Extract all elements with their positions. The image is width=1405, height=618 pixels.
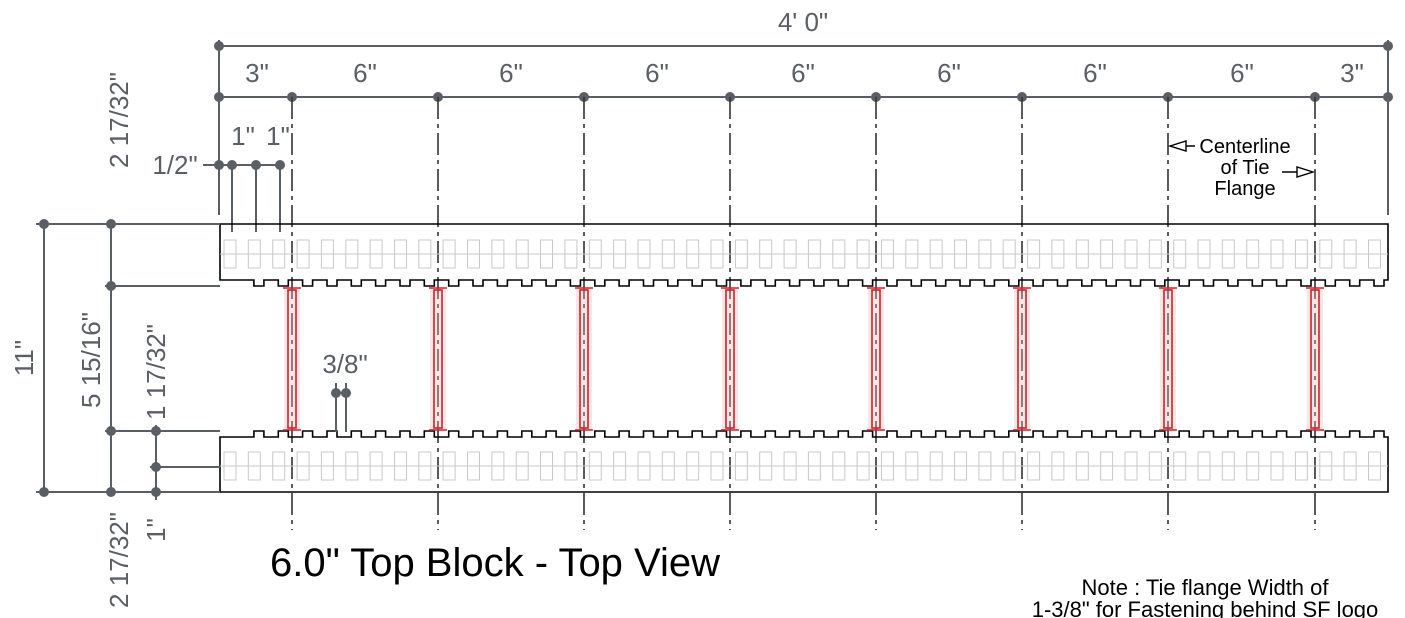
callout-line-3: Flange [1214,178,1275,200]
segment-label-9: 3" [1340,58,1364,88]
tie-flange [284,288,300,430]
tie-flange [430,288,446,430]
tie-flange [868,288,884,430]
top-shell [220,224,1388,286]
tie-webs [283,288,1324,430]
small-top-dimensions: 1/2" 1" 1" [152,121,290,232]
segment-label-8: 6" [1230,58,1254,88]
tie-flange [722,288,738,430]
segment-label-3: 6" [499,58,523,88]
top-shell-height-label: 2 17/32" [104,72,134,168]
segment-label-5: 6" [791,58,815,88]
note-line-2: 1-3/8" for Fastening behind SF logo [1032,597,1379,618]
one-inch-label-b: 1" [266,121,290,151]
segment-label-1: 3" [245,58,269,88]
segment-label-2: 6" [353,58,377,88]
callout-line-1: Centerline [1199,136,1290,158]
three-eighths-dimension: 3/8" [322,349,367,432]
segment-label-7: 6" [1083,58,1107,88]
bottom-shell-height-label: 2 17/32" [104,512,134,608]
overall-width-label: 4' 0" [778,7,828,37]
one-inch-label-a: 1" [231,121,255,151]
one-inch-height-label: 1" [141,518,171,542]
bottom-shell [220,431,1388,492]
drawing-title: 6.0" Top Block - Top View [270,541,720,585]
note: Note : Tie flange Width of 1-3/8" for Fa… [1032,575,1379,618]
tie-flange [1160,288,1176,430]
segment-label-6: 6" [937,58,961,88]
inner-partial-height-label: 1 17/32" [141,324,171,420]
inner-height-label: 5 15/16" [76,312,106,408]
half-inch-label: 1/2" [152,150,197,180]
overall-height-label: 11" [9,340,39,376]
segment-dimension-row: 3" 6" 6" 6" 6" 6" 6" 6" 3" [214,58,1393,102]
callout-line-2: of Tie [1221,157,1270,179]
segment-label-4: 6" [645,58,669,88]
tie-flange [1307,288,1323,430]
three-eighths-label: 3/8" [322,349,367,379]
centerline-callout: Centerline of Tie Flange [1170,136,1313,200]
tie-flange [1014,288,1030,430]
tie-flange [576,288,592,430]
